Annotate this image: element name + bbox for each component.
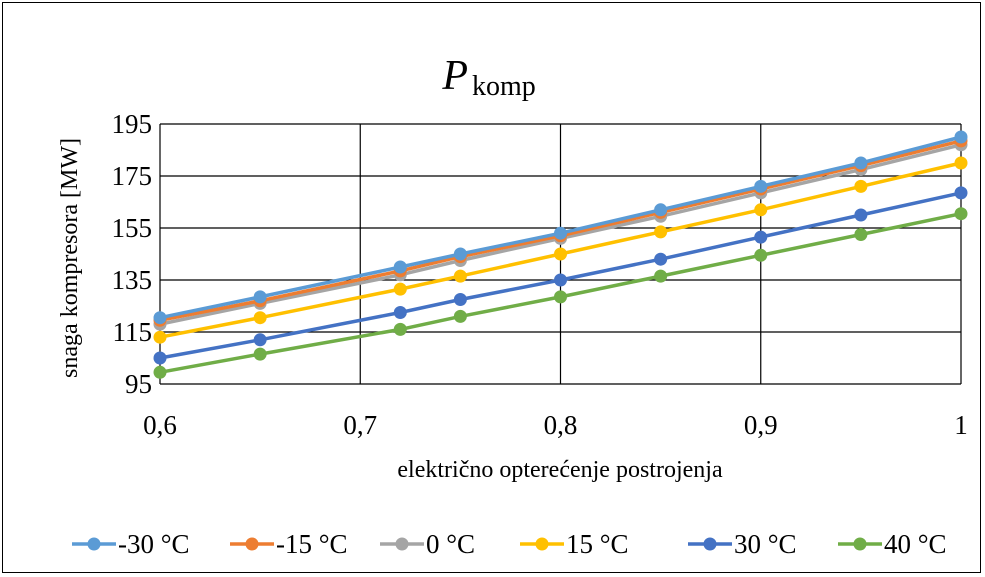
data-point (153, 330, 167, 344)
legend-item: 0 °C (380, 529, 475, 559)
legend-swatch-marker (703, 537, 717, 551)
data-point (854, 208, 868, 222)
data-point (854, 228, 868, 241)
x-tick-labels: 0,6 0,7 0,8 0,9 1 (143, 410, 968, 440)
chart-title: P (441, 53, 468, 99)
data-point (854, 156, 868, 170)
x-tick-label: 0,7 (343, 410, 377, 440)
data-point (393, 282, 407, 296)
data-point (554, 273, 567, 287)
x-axis-title: električno opterećenje postrojenja (397, 457, 723, 483)
data-point (153, 311, 167, 325)
data-point (393, 260, 407, 274)
series-15C (153, 156, 968, 344)
data-point (754, 179, 768, 193)
y-tick-label: 175 (112, 161, 153, 191)
legend-swatch-marker (535, 537, 549, 551)
data-point (954, 130, 968, 144)
data-point (754, 230, 768, 244)
data-point (654, 252, 668, 266)
y-tick-label: 135 (112, 265, 153, 295)
x-tick-label: 1 (954, 410, 968, 440)
y-axis-title: snaga kompresora [MW] (57, 138, 83, 378)
data-point (453, 309, 467, 323)
data-point (654, 203, 668, 217)
legend-item: 15 °C (520, 529, 629, 559)
data-point (253, 333, 267, 347)
data-point (954, 186, 968, 200)
legend-label: 15 °C (566, 529, 629, 559)
data-point (253, 290, 267, 304)
series-30C (153, 186, 968, 365)
data-point (554, 226, 567, 240)
legend-label: 30 °C (734, 529, 797, 559)
data-point (754, 203, 768, 217)
data-point (453, 247, 467, 261)
legend-swatch-marker (245, 537, 259, 551)
series-layer (153, 130, 968, 379)
x-tick-label: 0,9 (744, 410, 778, 440)
data-point (453, 293, 467, 306)
legend-label: 0 °C (426, 529, 475, 559)
y-tick-label: 155 (112, 213, 153, 243)
data-point (453, 269, 467, 283)
data-point (153, 351, 167, 365)
legend-item: 40 °C (838, 529, 947, 559)
y-tick-labels: 95 115 135 155 175 195 (112, 109, 153, 399)
series-40C (153, 207, 968, 379)
legend-label: 40 °C (884, 529, 947, 559)
legend-item: 30 °C (688, 529, 797, 559)
data-point (153, 365, 167, 379)
data-point (654, 225, 668, 239)
data-point (954, 156, 968, 170)
data-point (854, 179, 868, 193)
data-point (554, 290, 567, 304)
x-tick-label: 0,8 (544, 410, 578, 440)
legend-label: -30 °C (118, 529, 190, 559)
legend-swatch-marker (395, 537, 409, 551)
legend-swatch-marker (853, 537, 867, 551)
legend-item: -30 °C (72, 529, 190, 559)
legend-swatch-marker (87, 537, 101, 551)
data-point (654, 269, 668, 283)
data-point (253, 311, 267, 325)
data-point (393, 322, 407, 336)
legend-label: -15 °C (276, 529, 348, 559)
data-point (393, 306, 407, 319)
series--30C (153, 130, 968, 325)
y-tick-label: 95 (125, 369, 152, 399)
legend-item: -15 °C (230, 529, 348, 559)
data-point (253, 347, 267, 361)
y-tick-label: 195 (112, 109, 153, 139)
data-point (554, 247, 567, 261)
legend: -30 °C -15 °C 0 °C 15 °C 30 °C 40 °C (72, 529, 947, 559)
data-point (954, 207, 968, 221)
chart-title-subscript: komp (472, 71, 536, 102)
y-tick-label: 115 (113, 317, 153, 347)
data-point (754, 248, 768, 262)
x-tick-label: 0,6 (143, 410, 177, 440)
